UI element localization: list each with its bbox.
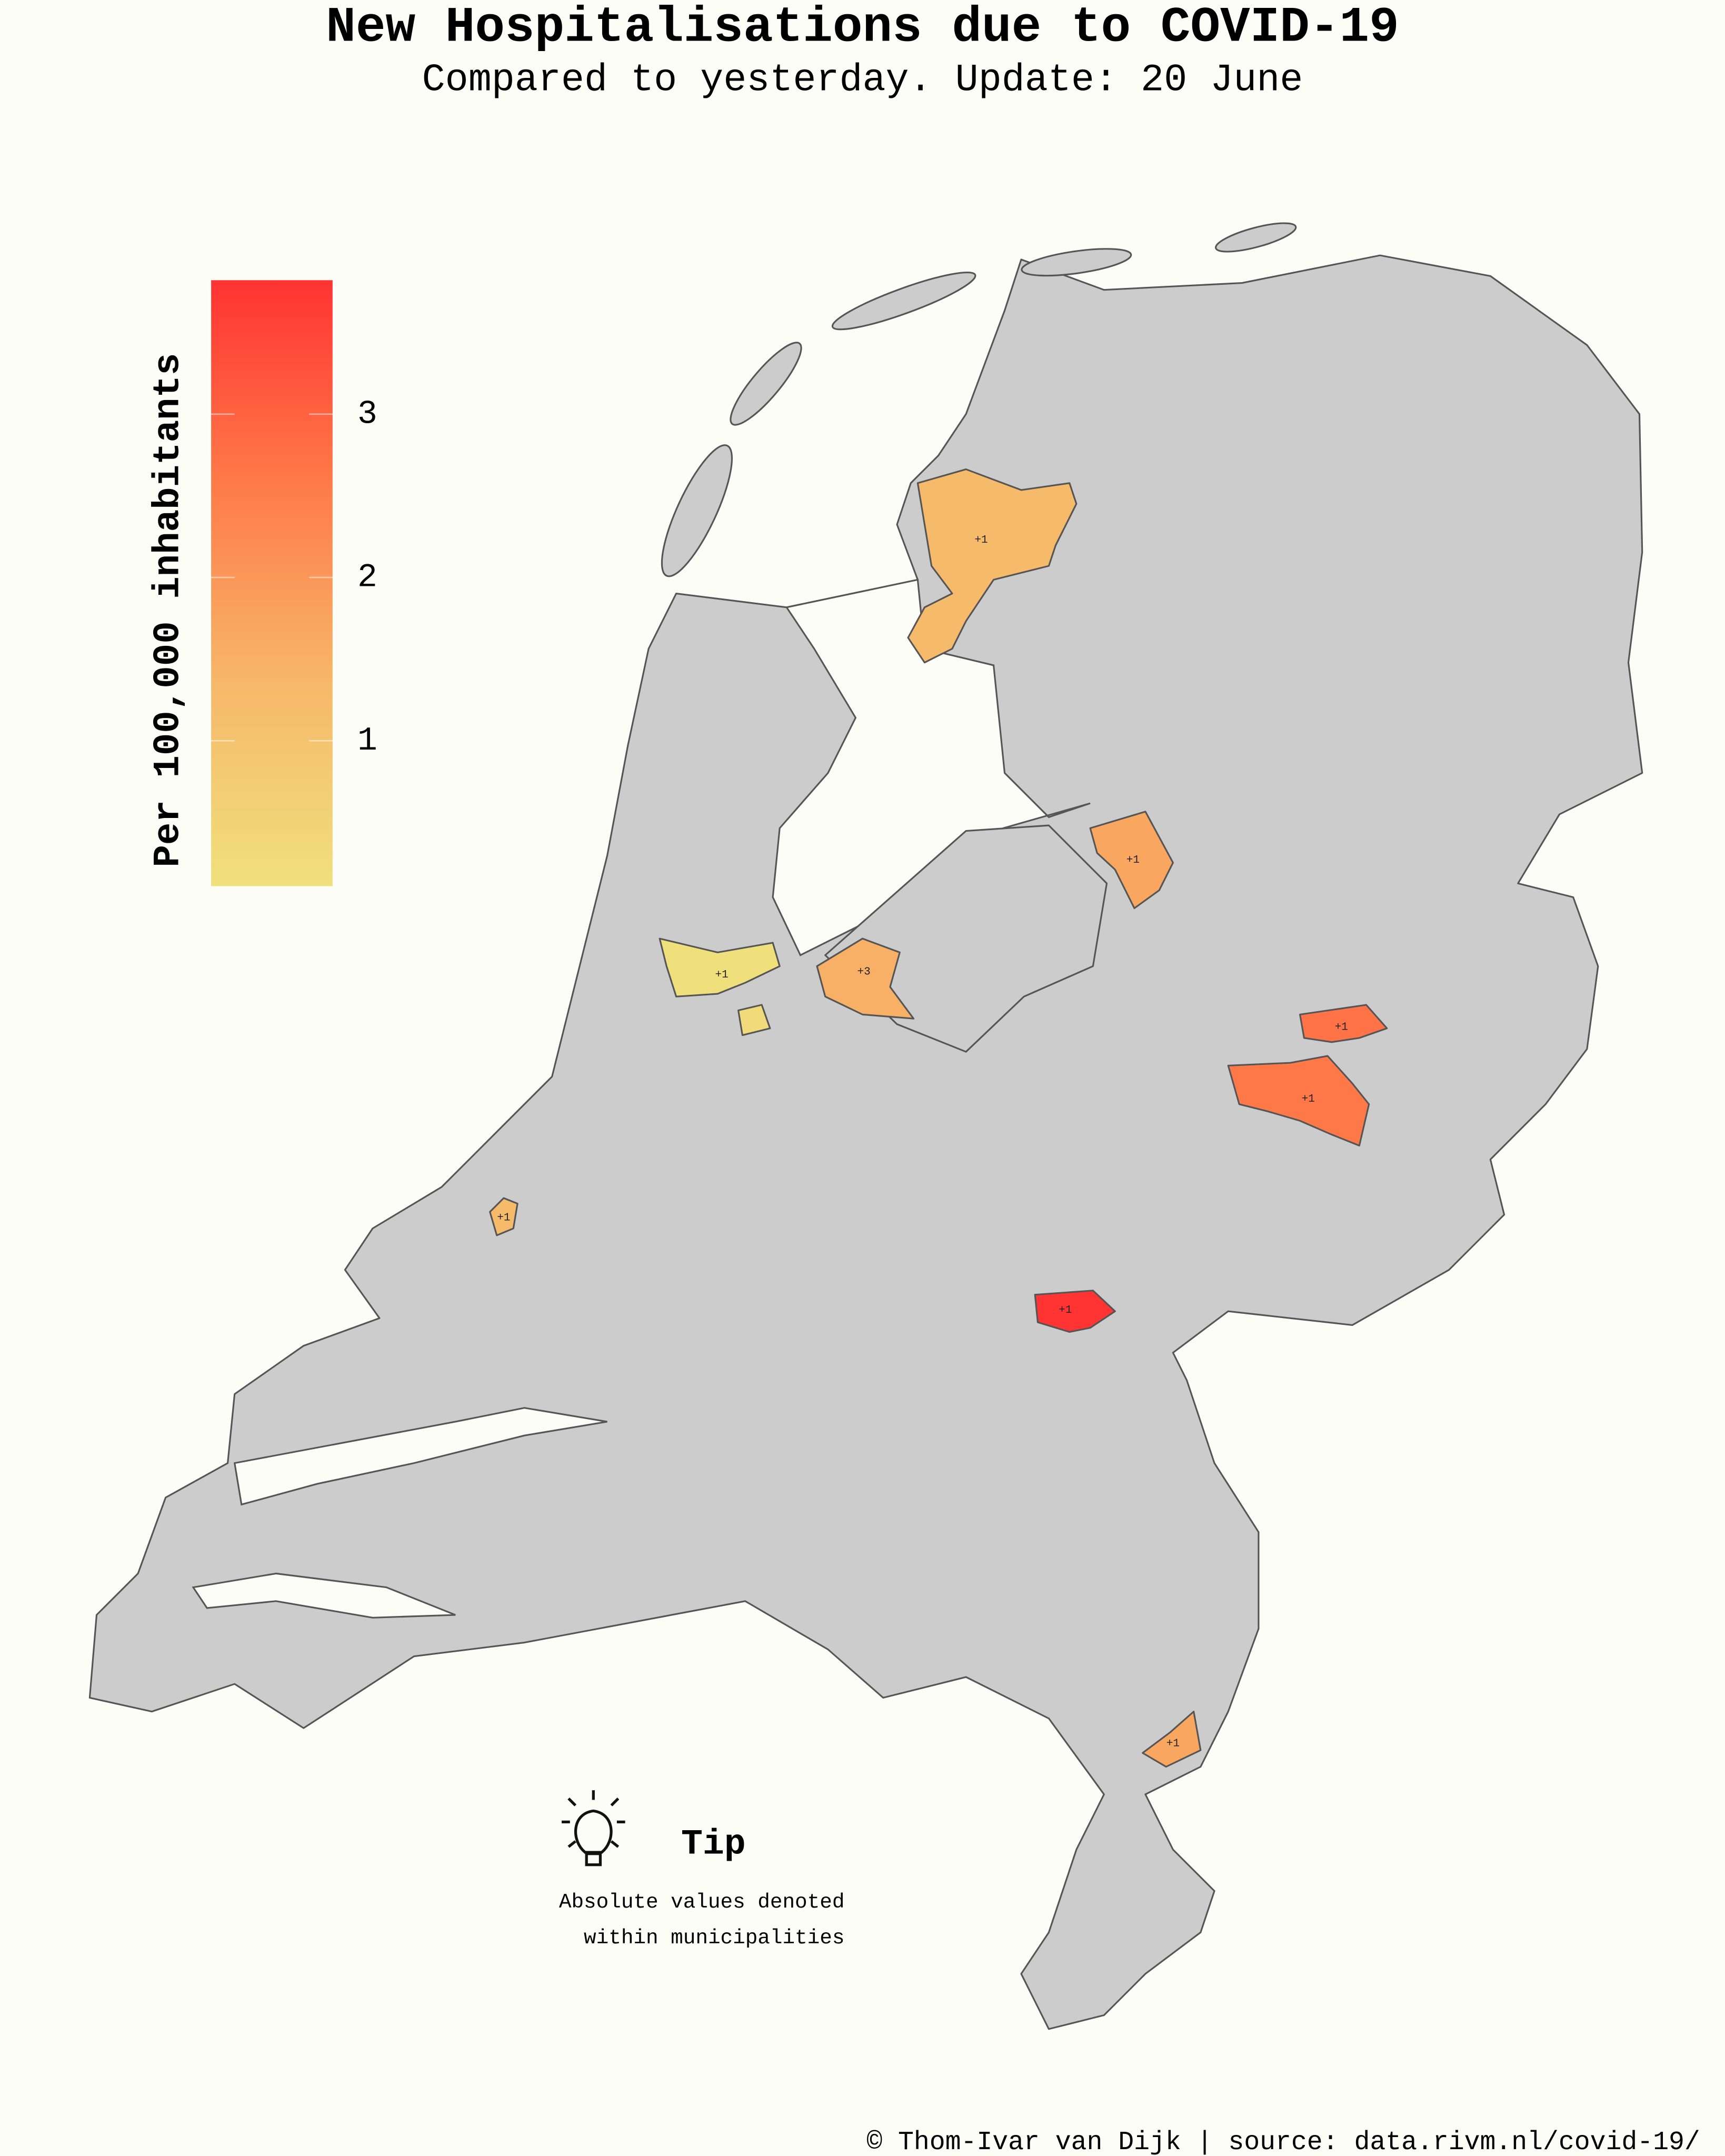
tip-line: within municipalities [584, 1926, 844, 1950]
colorbar-tick-label: 1 [357, 722, 377, 760]
region-label: +1 [1059, 1304, 1072, 1316]
municipality [1034, 1290, 1116, 1333]
municipality [907, 468, 1078, 664]
island [831, 271, 976, 331]
region-label: +1 [1126, 854, 1140, 866]
island [661, 444, 733, 577]
title: New Hospitalisations due to COVID-19 [326, 0, 1399, 56]
colorbar-label: Per 100,000 inhabitants [148, 353, 190, 867]
region-label: +1 [974, 534, 988, 546]
region-label: +1 [1302, 1093, 1315, 1105]
island [1214, 222, 1297, 253]
colorbar: Per 100,000 inhabitants 1 2 3 [148, 280, 377, 886]
municipality [1299, 1004, 1388, 1043]
mainland [88, 254, 1643, 2030]
zeeland-water [233, 1407, 607, 1506]
region-label: +1 [715, 969, 729, 981]
municipality [1089, 811, 1174, 910]
region-label: +1 [1335, 1022, 1348, 1034]
municipality [816, 937, 915, 1020]
colorbar-tick-label: 2 [357, 559, 377, 596]
subtitle: Compared to yesterday. Update: 20 June [422, 58, 1303, 102]
municipality [1227, 1055, 1370, 1147]
region-label: +1 [497, 1212, 510, 1224]
municipality [737, 1004, 771, 1036]
region-label: +1 [1166, 1738, 1180, 1750]
colorbar-tick-label: 3 [357, 395, 377, 433]
region-label: +3 [857, 966, 871, 979]
municipality [1142, 1711, 1202, 1768]
regions: +1 +1 +1 +3 +1 +1 +1 +1 +1 [489, 468, 1388, 1768]
bulb-icon [561, 1790, 625, 1866]
tip-line: Absolute values denoted [559, 1890, 845, 1914]
colorbar-gradient [211, 280, 333, 886]
tip-heading: Tip [681, 1824, 746, 1864]
municipality [489, 1197, 519, 1236]
westerschelde [192, 1572, 456, 1619]
tip: Tip Absolute values denoted within munic… [559, 1790, 845, 1950]
island [730, 342, 802, 426]
island [1021, 248, 1132, 277]
municipality [659, 937, 781, 997]
credit: © Thom-Ivar van Dijk | source: data.rivm… [866, 2128, 1700, 2156]
